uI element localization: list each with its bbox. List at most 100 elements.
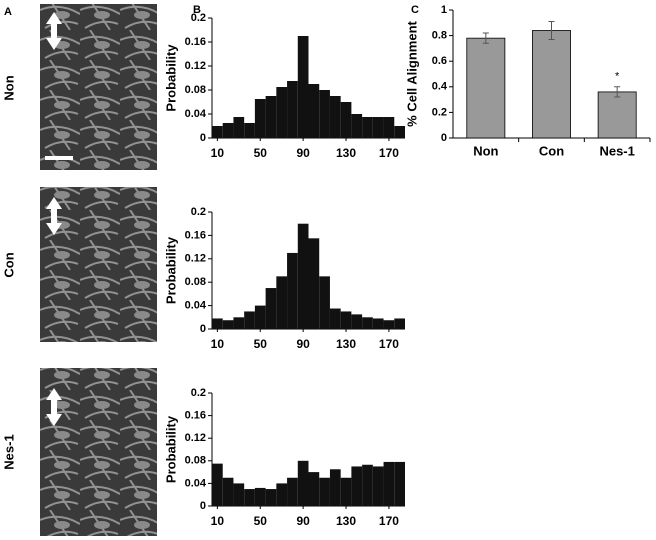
histogram-bar <box>276 276 288 329</box>
y-axis-label: Probability <box>163 415 178 483</box>
error-bar <box>614 86 621 98</box>
histogram-bar <box>340 477 352 506</box>
x-tick-label: 130 <box>336 146 356 160</box>
y-tick-label: 0.04 <box>185 108 207 120</box>
histogram-bar <box>329 96 341 138</box>
direction-arrows <box>46 12 62 426</box>
y-tick-label: 0.8 <box>432 30 447 42</box>
x-tick-label: Con <box>539 143 564 158</box>
micrographs <box>40 4 157 536</box>
histogram-bar <box>244 489 255 506</box>
x-tick-label: 10 <box>211 337 225 351</box>
y-tick-label: 0.2 <box>191 387 206 399</box>
x-tick-label: 10 <box>211 146 225 160</box>
x-tick-label: 170 <box>379 146 399 160</box>
histogram-bar <box>276 87 288 138</box>
histogram-bar <box>394 126 405 138</box>
row-label: Nes-1 <box>1 434 16 469</box>
histogram-bar <box>287 477 298 506</box>
x-tick-label: Nes-1 <box>599 143 634 158</box>
micrograph <box>40 4 157 170</box>
histogram-bar <box>362 464 373 506</box>
error-bar <box>548 21 555 40</box>
y-tick-label: 0.6 <box>432 55 447 67</box>
error-bar <box>482 32 489 44</box>
histogram-bar <box>222 320 234 329</box>
histogram-bar <box>212 126 223 138</box>
panel-label: A <box>4 6 12 18</box>
x-tick-label: 170 <box>379 337 399 351</box>
y-tick-label: 0.08 <box>185 455 206 467</box>
y-tick-label: 0 <box>200 500 206 512</box>
y-tick-label: 0.08 <box>185 276 206 288</box>
histogram-bar <box>372 318 384 329</box>
histogram-bar <box>308 238 320 329</box>
y-axis-label: Probability <box>163 44 178 112</box>
histogram-bar <box>340 102 352 138</box>
histogram-bar <box>383 461 395 506</box>
histogram-bar <box>362 317 373 329</box>
bar <box>466 37 506 139</box>
histogram-bar <box>233 117 245 138</box>
histogram-bar <box>287 81 298 138</box>
y-tick-label: 0.16 <box>185 410 206 422</box>
histogram-bar <box>233 483 245 506</box>
histogram-bar <box>244 311 255 329</box>
histogram-bar <box>308 472 320 506</box>
histogram-bar <box>297 223 309 329</box>
y-tick-label: 0.12 <box>185 432 206 444</box>
histogram-bar <box>254 305 266 329</box>
x-tick-label: 90 <box>296 337 310 351</box>
y-tick-label: 1 <box>441 4 447 16</box>
y-tick-label: 0.2 <box>191 206 206 218</box>
histogram-bar <box>329 308 341 329</box>
x-tick-label: 50 <box>254 146 268 160</box>
histogram-bar <box>297 36 309 138</box>
row-label: Con <box>1 252 16 277</box>
x-tick-label: 130 <box>336 337 356 351</box>
y-tick-label: 0.16 <box>185 36 206 48</box>
y-tick-label: 0 <box>200 323 206 335</box>
histogram-bar <box>308 84 320 138</box>
histogram-bar <box>297 460 309 506</box>
y-tick-label: 0.08 <box>185 84 206 96</box>
histogram-bar <box>276 483 288 506</box>
x-tick-label: Non <box>473 143 498 158</box>
bar <box>532 30 571 139</box>
histogram-bar <box>372 466 384 506</box>
micrograph <box>40 368 157 536</box>
histogram-bar <box>351 314 363 329</box>
y-tick-label: 0.2 <box>191 12 206 24</box>
y-tick-label: 0.16 <box>185 229 206 241</box>
histogram-bar <box>244 123 255 138</box>
histogram-bar <box>372 117 384 138</box>
scale-bar <box>45 156 73 160</box>
y-axis-label: % Cell Alignment <box>404 20 419 126</box>
histogram-bar <box>212 318 223 329</box>
histogram-bar <box>319 477 330 506</box>
histogram-bar <box>329 469 341 506</box>
y-tick-label: 0.2 <box>432 106 447 118</box>
histogram-bar <box>351 114 363 138</box>
x-tick-label: 130 <box>336 514 356 528</box>
histogram-bar <box>362 117 373 138</box>
histogram-bar <box>254 487 266 506</box>
histogram-bar <box>233 317 245 329</box>
y-tick-label: 0.12 <box>185 253 206 265</box>
histogram-bar <box>287 252 298 329</box>
x-tick-label: 50 <box>254 337 268 351</box>
annotation: * <box>615 71 620 83</box>
histogram-bar <box>383 320 395 329</box>
y-axis-label: Probability <box>163 236 178 304</box>
x-tick-label: 10 <box>211 514 225 528</box>
y-tick-label: 0.04 <box>185 300 207 312</box>
histogram-bar <box>394 318 405 329</box>
y-tick-label: 0 <box>200 132 206 144</box>
x-tick-label: 50 <box>254 514 268 528</box>
bar <box>597 91 637 139</box>
y-tick-label: 0 <box>441 132 447 144</box>
panel-label: B <box>193 4 201 16</box>
panel-label: C <box>411 4 419 16</box>
histogram-bar <box>383 117 395 138</box>
